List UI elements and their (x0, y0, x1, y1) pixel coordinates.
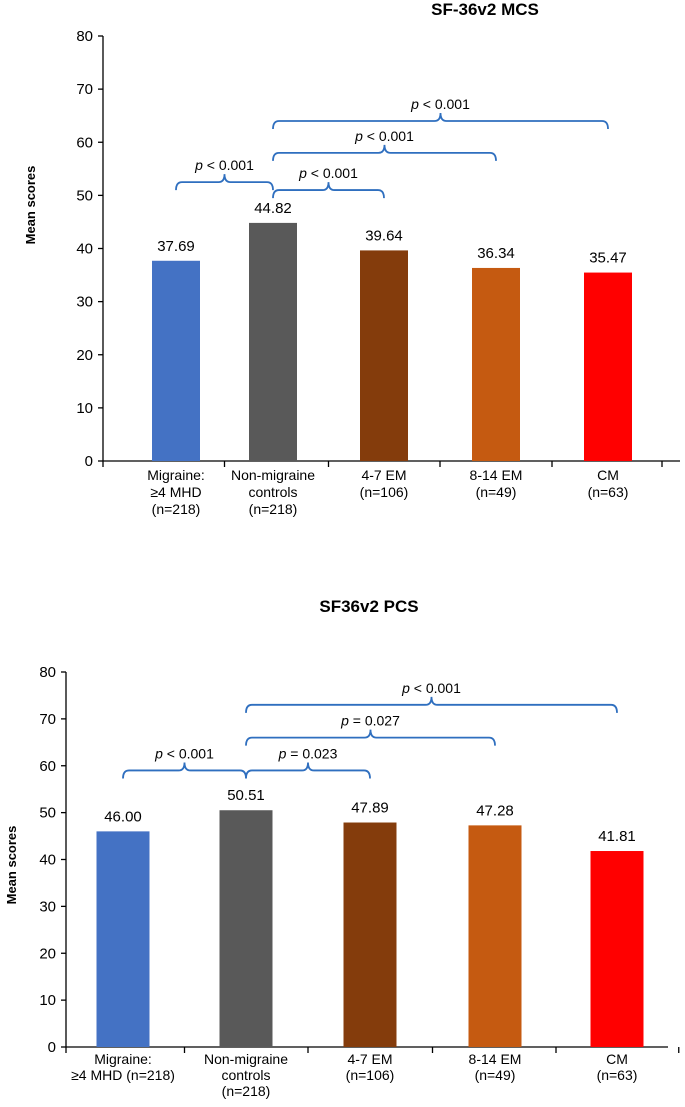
value-label: 44.82 (254, 200, 292, 217)
category-label: 4-7 EM (n=106) (360, 467, 409, 500)
significance-bracket (272, 182, 385, 199)
y-tick-label: 50 (76, 187, 93, 204)
significance-label: p < 0.001 (410, 96, 470, 112)
bar (249, 222, 297, 461)
category-label: CM (n=63) (597, 1051, 638, 1083)
y-tick-label: 70 (76, 81, 93, 98)
significance-label: p < 0.001 (401, 680, 461, 696)
significance-label: p < 0.001 (194, 157, 254, 173)
y-tick-label: 50 (39, 805, 56, 822)
pcs-chart: SF36v2 PCS Mean scores 0 10 20 30 40 50 60 70 80… (4, 597, 680, 1099)
value-label: 36.34 (477, 245, 515, 262)
significance-label: p = 0.027 (340, 713, 400, 729)
bar (472, 267, 520, 461)
chart-title: SF36v2 PCS (319, 597, 418, 616)
chart-title: SF-36v2 MCS (431, 0, 539, 19)
category-label: CM (n=63) (588, 467, 629, 500)
significance-label: p < 0.001 (354, 128, 414, 144)
y-tick-label: 30 (76, 294, 93, 311)
category-label: Migraine: ≥4 MHD (n=218) (71, 1051, 175, 1083)
value-label: 47.28 (476, 802, 514, 819)
bar (468, 825, 522, 1047)
y-tick-label: 80 (76, 28, 93, 45)
y-tick-label: 10 (76, 400, 93, 417)
significance-label: p < 0.001 (154, 745, 214, 761)
bar (584, 272, 632, 461)
category-label: 4-7 EM (n=106) (346, 1051, 395, 1083)
y-tick-label: 60 (76, 134, 93, 151)
bar (590, 851, 644, 1047)
value-label: 50.51 (227, 787, 265, 804)
y-tick-label: 70 (39, 711, 56, 728)
bar (96, 831, 150, 1047)
y-tick-label: 10 (39, 992, 56, 1009)
significance-bracket (245, 729, 496, 746)
significance-bracket (272, 144, 497, 161)
value-label: 47.89 (351, 800, 389, 817)
significance-bracket (175, 174, 274, 191)
significance-bracket (245, 762, 371, 779)
significance-label: p = 0.023 (278, 745, 338, 761)
category-label: Migraine: ≥4 MHD (n=218) (147, 467, 205, 517)
y-axis-label: Mean scores (23, 166, 38, 245)
y-tick-label: 30 (39, 898, 56, 915)
mcs-chart: SF-36v2 MCS Mean scores 0 10 20 30 40 50 60 70 8… (23, 0, 680, 517)
bar (360, 250, 408, 461)
y-tick-label: 20 (39, 945, 56, 962)
y-tick-label: 0 (85, 453, 93, 470)
bar (152, 260, 200, 461)
plot-area: 0 10 20 30 40 50 60 70 80 46.00 Migraine: ≥4 MHD (n… (39, 664, 680, 1099)
significance-bracket (272, 112, 609, 130)
significance-bracket (245, 696, 618, 713)
value-label: 41.81 (598, 828, 636, 845)
y-axis-label: Mean scores (4, 826, 19, 905)
value-label: 39.64 (365, 227, 403, 244)
value-label: 37.69 (157, 238, 195, 255)
significance-label: p < 0.001 (298, 165, 358, 181)
y-tick-label: 0 (48, 1039, 56, 1056)
category-label: Non-migraine controls (n=218) (204, 1051, 288, 1099)
significance-bracket (122, 762, 247, 779)
y-tick-label: 40 (39, 852, 56, 869)
y-tick-label: 20 (76, 347, 93, 364)
category-label: Non-migraine controls (n=218) (231, 467, 315, 517)
y-tick-label: 60 (39, 758, 56, 775)
category-label: 8-14 EM (n=49) (470, 467, 523, 500)
bar (343, 822, 397, 1047)
plot-area: 0 10 20 30 40 50 60 70 80 37.69 Migraine: ≥4 MHD (n=… (76, 28, 680, 517)
bar (219, 810, 273, 1047)
category-label: 8-14 EM (n=49) (469, 1051, 522, 1083)
y-tick-label: 40 (76, 241, 93, 258)
value-label: 35.47 (589, 250, 627, 267)
y-tick-label: 80 (39, 664, 56, 681)
value-label: 46.00 (104, 808, 142, 825)
